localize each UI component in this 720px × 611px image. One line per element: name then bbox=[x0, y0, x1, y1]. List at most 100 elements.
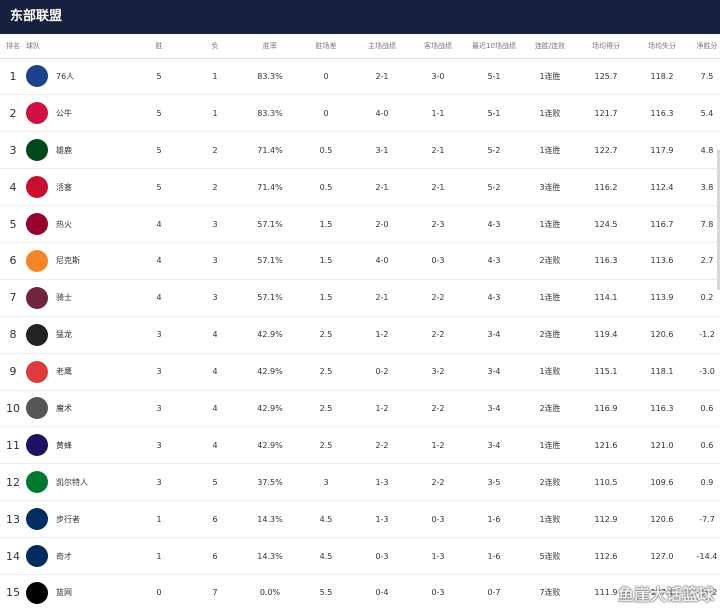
column-header[interactable]: 场均得分 bbox=[578, 34, 634, 59]
team-cell[interactable]: 尼克斯 bbox=[26, 242, 130, 279]
table-row[interactable]: 3 雄鹿 5 2 71.4% 0.5 3-1 2-1 5-2 1连胜 122.7 117.9 4.8 bbox=[0, 132, 720, 169]
column-header[interactable]: 净胜分 bbox=[690, 34, 720, 59]
rank-cell: 12 bbox=[6, 475, 20, 489]
streak-cell: 1连胜 bbox=[539, 219, 561, 229]
table-row[interactable]: 13 步行者 1 6 14.3% 4.5 1-3 0-3 1-6 1连败 112.9 120.6 -7.… bbox=[0, 501, 720, 538]
table-row[interactable]: 10 魔术 3 4 42.9% 2.5 1-2 2-2 3-4 2连胜 116.9 116.3 0.6 bbox=[0, 390, 720, 427]
team-name[interactable]: 奇才 bbox=[56, 551, 72, 561]
team-name[interactable]: 尼克斯 bbox=[56, 256, 80, 266]
column-header[interactable]: 场均失分 bbox=[634, 34, 690, 59]
point-diff-cell: 4.8 bbox=[700, 145, 714, 155]
team-name[interactable]: 黄蜂 bbox=[56, 440, 72, 450]
streak-cell: 1连胜 bbox=[539, 293, 561, 303]
losses-cell: 3 bbox=[212, 293, 218, 303]
team-cell[interactable]: 老鹰 bbox=[26, 353, 130, 390]
table-row[interactable]: 6 尼克斯 4 3 57.1% 1.5 4-0 0-3 4-3 2连败 116.3 113.6 2.7 bbox=[0, 242, 720, 280]
column-header[interactable]: 胜率 bbox=[242, 34, 298, 59]
team-cell[interactable]: 76人 bbox=[26, 58, 130, 95]
away-record-cell: 1-1 bbox=[431, 108, 445, 118]
column-header[interactable]: 最近10场战绩 bbox=[466, 34, 522, 59]
column-header[interactable]: 排名 bbox=[0, 34, 26, 59]
points-for-cell: 112.9 bbox=[594, 514, 618, 524]
point-diff-cell: 0.6 bbox=[700, 403, 714, 413]
team-name[interactable]: 骑士 bbox=[56, 293, 72, 303]
away-record-cell: 0-3 bbox=[431, 588, 445, 598]
losses-cell: 2 bbox=[212, 145, 218, 155]
points-against-cell: 109.6 bbox=[650, 477, 674, 487]
team-name[interactable]: 篮网 bbox=[56, 588, 72, 598]
team-cell[interactable]: 黄蜂 bbox=[26, 427, 130, 464]
team-name[interactable]: 老鹰 bbox=[56, 367, 72, 377]
away-record-cell: 1-3 bbox=[431, 551, 445, 561]
hornets-logo-icon bbox=[26, 434, 48, 457]
standings-table: 排名 球队胜负胜率 胜场差 主场战绩 客场战绩 最近10场战绩 连胜/连败 场均得分 场均失分净… bbox=[0, 34, 720, 611]
team-name[interactable]: 76人 bbox=[56, 71, 75, 81]
wins-cell: 4 bbox=[156, 256, 162, 266]
points-against-cell: 113.9 bbox=[650, 293, 674, 303]
bulls-logo-icon bbox=[26, 102, 48, 125]
streak-cell: 1连败 bbox=[539, 367, 561, 377]
points-for-cell: 114.1 bbox=[594, 293, 618, 303]
table-row[interactable]: 15 篮网 0 7 0.0% 5.5 0-4 0-3 0-7 7连败 111.9 127.1 -15.2 bbox=[0, 574, 720, 611]
team-cell[interactable]: 魔术 bbox=[26, 390, 130, 427]
team-cell[interactable]: 篮网 bbox=[26, 574, 130, 611]
away-record-cell: 3-0 bbox=[431, 71, 445, 81]
column-header[interactable]: 胜 bbox=[130, 34, 188, 59]
table-row[interactable]: 5 热火 4 3 57.1% 1.5 2-0 2-3 4-3 1连胜 124.5 116.7 7.8 bbox=[0, 206, 720, 243]
column-header[interactable]: 客场战绩 bbox=[410, 34, 466, 59]
team-cell[interactable]: 奇才 bbox=[26, 538, 130, 575]
team-name[interactable]: 步行者 bbox=[56, 514, 80, 524]
win-pct-cell: 0.0% bbox=[259, 588, 281, 598]
column-header[interactable]: 主场战绩 bbox=[354, 34, 410, 59]
win-pct-cell: 14.3% bbox=[257, 551, 283, 561]
points-against-cell: 112.4 bbox=[650, 182, 674, 192]
table-row[interactable]: 2 公牛 5 1 83.3% 0 4-0 1-1 5-1 1连败 121.7 116.3 5.4 bbox=[0, 95, 720, 132]
table-row[interactable]: 9 老鹰 3 4 42.9% 2.5 0-2 3-2 3-4 1连败 115.1 118.1 -3.0 bbox=[0, 353, 720, 391]
team-cell[interactable]: 雄鹿 bbox=[26, 132, 130, 169]
table-row[interactable]: 8 猛龙 3 4 42.9% 2.5 1-2 2-2 3-4 2连胜 119.4 120.6 -1.2 bbox=[0, 316, 720, 354]
games-behind-cell: 0 bbox=[323, 108, 329, 118]
table-row[interactable]: 1 76人 5 1 83.3% 0 2-1 3-0 5-1 1连胜 125.7 118.2 7.5 bbox=[0, 58, 720, 95]
team-cell[interactable]: 公牛 bbox=[26, 95, 130, 132]
win-pct-cell: 57.1% bbox=[257, 256, 283, 266]
team-cell[interactable]: 步行者 bbox=[26, 501, 130, 538]
team-name[interactable]: 魔术 bbox=[56, 403, 72, 413]
wins-cell: 4 bbox=[156, 293, 162, 303]
team-cell[interactable]: 活塞 bbox=[26, 169, 130, 206]
table-row[interactable]: 4 活塞 5 2 71.4% 0.5 2-1 2-1 5-2 3连胜 116.2 112.4 3.8 bbox=[0, 169, 720, 206]
column-header[interactable]: 球队 bbox=[26, 34, 130, 59]
table-row[interactable]: 11 黄蜂 3 4 42.9% 2.5 2-2 1-2 3-4 1连胜 121.6 121.0 0.6 bbox=[0, 427, 720, 464]
point-diff-cell: 7.8 bbox=[700, 219, 714, 229]
streak-cell: 3连胜 bbox=[539, 182, 561, 192]
losses-cell: 6 bbox=[212, 551, 218, 561]
team-cell[interactable]: 热火 bbox=[26, 206, 130, 243]
wins-cell: 1 bbox=[156, 514, 162, 524]
games-behind-cell: 1.5 bbox=[319, 219, 333, 229]
page-title: 东部联盟 bbox=[0, 0, 720, 34]
team-name[interactable]: 雄鹿 bbox=[56, 145, 72, 155]
scrollbar[interactable] bbox=[717, 150, 720, 290]
points-against-cell: 118.1 bbox=[650, 367, 674, 377]
losses-cell: 4 bbox=[212, 367, 218, 377]
streak-cell: 1连败 bbox=[539, 108, 561, 118]
table-row[interactable]: 12 凯尔特人 3 5 37.5% 3 1-3 2-2 3-5 2连败 110.5 109.6 0.9 bbox=[0, 464, 720, 501]
wizards-logo-icon bbox=[26, 545, 48, 568]
last-ten-cell: 1-6 bbox=[487, 551, 501, 561]
point-diff-cell: 0.9 bbox=[700, 477, 714, 487]
team-name[interactable]: 公牛 bbox=[56, 108, 72, 118]
wins-cell: 1 bbox=[156, 551, 162, 561]
team-name[interactable]: 活塞 bbox=[56, 182, 72, 192]
team-name[interactable]: 猛龙 bbox=[56, 330, 72, 340]
table-row[interactable]: 14 奇才 1 6 14.3% 4.5 0-3 1-3 1-6 5连败 112.6 127.0 -14.… bbox=[0, 538, 720, 575]
column-header[interactable]: 胜场差 bbox=[298, 34, 354, 59]
points-against-cell: 116.3 bbox=[650, 108, 674, 118]
column-header[interactable]: 连胜/连败 bbox=[522, 34, 578, 59]
team-cell[interactable]: 骑士 bbox=[26, 279, 130, 316]
team-name[interactable]: 热火 bbox=[56, 219, 72, 229]
point-diff-cell: -15.2 bbox=[696, 588, 718, 598]
team-name[interactable]: 凯尔特人 bbox=[56, 477, 88, 487]
column-header[interactable]: 负 bbox=[188, 34, 242, 59]
team-cell[interactable]: 猛龙 bbox=[26, 316, 130, 353]
team-cell[interactable]: 凯尔特人 bbox=[26, 464, 130, 501]
table-row[interactable]: 7 骑士 4 3 57.1% 1.5 2-1 2-2 4-3 1连胜 114.1 113.9 0.2 bbox=[0, 279, 720, 317]
